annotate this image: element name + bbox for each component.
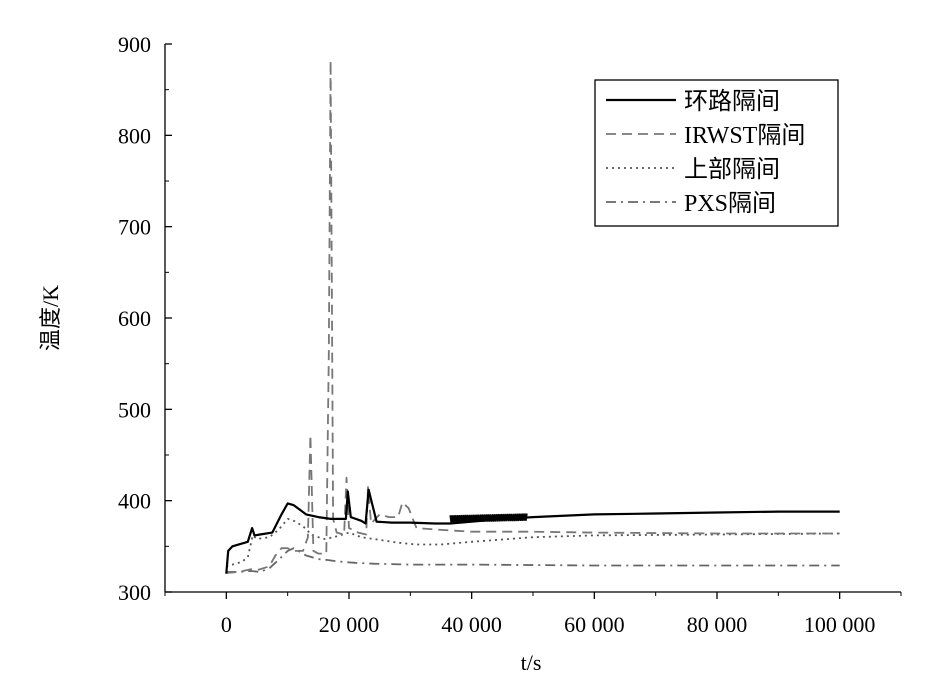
series-line — [225, 488, 840, 574]
x-axis-label: t/s — [521, 650, 542, 675]
legend-entry: 环路隔间 — [684, 88, 780, 115]
x-tick-label: 20 000 — [319, 612, 380, 637]
y-tick-label: 300 — [118, 580, 151, 605]
y-axis-label: 温度/K — [38, 285, 63, 351]
y-tick-label: 600 — [118, 306, 151, 331]
series-line — [226, 59, 840, 573]
x-tick-label: 100 000 — [804, 612, 876, 637]
legend-entry: PXS隔间 — [684, 190, 776, 217]
y-tick-label: 800 — [118, 123, 151, 148]
legend-entry: 上部隔间 — [684, 156, 780, 183]
series-line — [226, 547, 840, 574]
y-tick-label: 400 — [118, 489, 151, 514]
x-tick-label: 0 — [221, 612, 232, 637]
y-tick-label: 700 — [118, 215, 151, 240]
x-tick-label: 60 000 — [564, 612, 625, 637]
series-line — [226, 518, 840, 568]
y-tick-label: 900 — [118, 32, 151, 57]
plot-series — [225, 59, 840, 574]
legend-entry: IRWST隔间 — [684, 122, 805, 149]
x-tick-label: 80 000 — [687, 612, 748, 637]
axes: 300 400 500 600 700 800 900 0 20 000 40 000 60 000… — [118, 32, 902, 637]
y-tick-label: 500 — [118, 397, 151, 422]
x-tick-label: 40 000 — [441, 612, 502, 637]
series-oscillation — [449, 513, 528, 523]
